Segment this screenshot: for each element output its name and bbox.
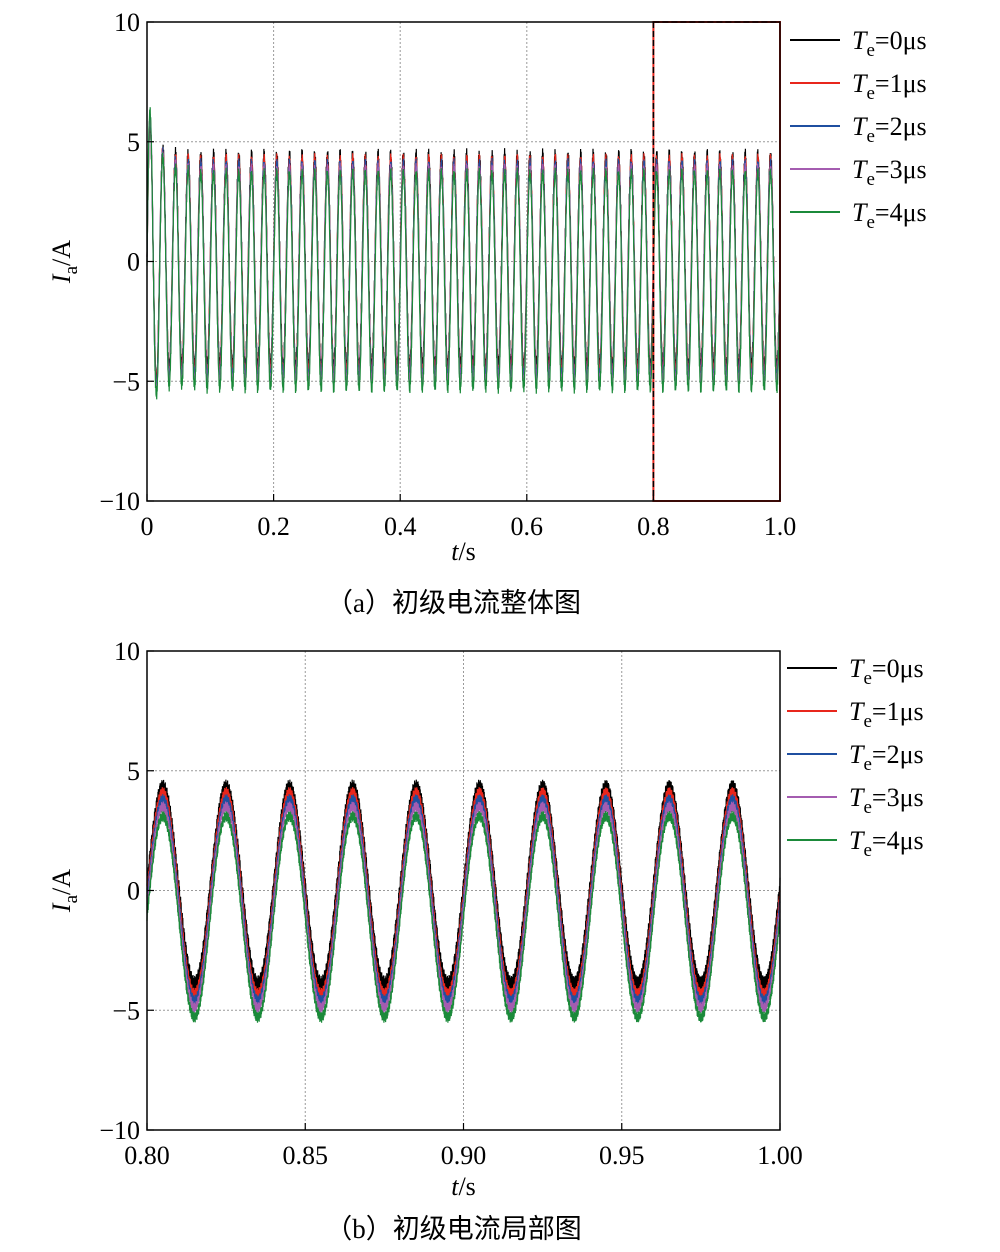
legend-entry-4: Te=4μs [849, 826, 924, 861]
legend-entry-1: Te=1μs [852, 69, 927, 104]
x-axis-label: t/s [451, 537, 476, 566]
y-tick-label: −5 [112, 996, 140, 1025]
x-tick-label: 1.00 [757, 1141, 803, 1170]
y-tick-label: 5 [127, 757, 140, 786]
legend-entry-0: Te=0μs [849, 654, 924, 689]
y-tick-label: 0 [127, 877, 140, 906]
series-line-3 [146, 801, 781, 1014]
legend-entry-2: Te=2μs [852, 112, 927, 147]
legend-entry-1: Te=1μs [849, 697, 924, 732]
y-axis-label: Ia/A [47, 240, 82, 284]
x-tick-label: 0.80 [124, 1141, 170, 1170]
legend-entry-3: Te=3μs [849, 783, 924, 818]
figure-caption: （a）初级电流整体图 [326, 588, 581, 618]
x-tick-label: 0.90 [441, 1141, 487, 1170]
series-line-4 [146, 810, 781, 1023]
x-tick-label: 0.2 [257, 512, 290, 541]
x-tick-label: 0.6 [511, 512, 544, 541]
y-tick-label: 5 [127, 128, 140, 157]
legend-entry-3: Te=3μs [852, 155, 927, 190]
figure-caption: （b）初级电流局部图 [325, 1214, 582, 1244]
series-line-4 [146, 107, 781, 400]
chart-b: 0.80 0.85 0.90 0.95 1.00 −10 −5 0 5 10 t/s Ia/A Te=0… [47, 637, 924, 1244]
y-tick-label: −10 [99, 1116, 140, 1145]
y-tick-label: −5 [112, 367, 140, 396]
chart-a: 0 0.2 0.4 0.6 0.8 1.0 −10 −5 0 5 10 t/s Ia/A Te=0μs Te… [47, 8, 927, 618]
y-tick-label: 10 [114, 8, 140, 37]
y-tick-label: −10 [99, 487, 140, 516]
legend-entry-2: Te=2μs [849, 740, 924, 775]
x-tick-label: 0.4 [384, 512, 417, 541]
x-axis-label: t/s [451, 1172, 476, 1201]
x-tick-label: 0.8 [637, 512, 670, 541]
x-tick-label: 0.95 [599, 1141, 645, 1170]
y-axis-label: Ia/A [47, 869, 82, 913]
y-tick-label: 10 [114, 637, 140, 666]
y-tick-label: 0 [127, 248, 140, 277]
x-tick-label: 0 [141, 512, 154, 541]
legend-entry-0: Te=0μs [852, 26, 927, 61]
x-tick-label: 0.85 [283, 1141, 329, 1170]
legend-entry-4: Te=4μs [852, 198, 927, 233]
x-tick-label: 1.0 [764, 512, 797, 541]
